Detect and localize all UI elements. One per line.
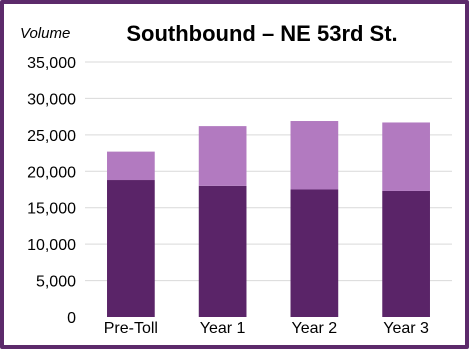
chart-title: Southbound – NE 53rd St. (126, 21, 397, 46)
x-tick-label: Year 1 (200, 320, 246, 337)
y-tick-label: 0 (67, 310, 76, 327)
x-tick-labels: Pre-Toll Year 1 Year 2 Year 3 (104, 320, 429, 337)
y-tick-label: 35,000 (27, 55, 76, 72)
bar-segment (107, 180, 155, 317)
bar-segment (290, 189, 339, 317)
bar-segment (198, 185, 247, 317)
y-tick-label: 10,000 (27, 237, 76, 254)
bars (107, 121, 430, 317)
y-tick-label: 5,000 (36, 274, 76, 291)
x-tick-label: Year 2 (292, 320, 338, 337)
bar-segment (107, 151, 155, 181)
y-tick-label: 25,000 (27, 128, 76, 145)
x-tick-label: Year 3 (383, 320, 429, 337)
y-tick-labels: 0 5,000 10,000 15,000 20,000 25,000 30,000 35,0… (27, 55, 76, 327)
y-tick-label: 15,000 (27, 201, 76, 218)
bar-segment (382, 122, 430, 191)
x-tick-label: Pre-Toll (104, 320, 158, 337)
y-tick-label: 20,000 (27, 164, 76, 181)
bar-segment (198, 126, 247, 186)
y-tick-label: 30,000 (27, 91, 76, 108)
bar-segment (290, 121, 339, 190)
bar-segment (382, 190, 430, 317)
y-axis-label: Volume (20, 25, 70, 42)
